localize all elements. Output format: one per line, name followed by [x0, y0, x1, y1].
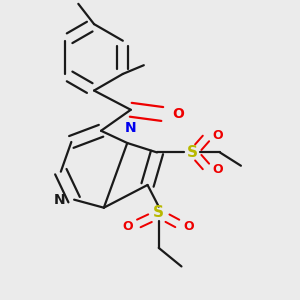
Text: O: O [184, 220, 194, 233]
Text: N: N [124, 121, 136, 135]
Text: O: O [212, 129, 223, 142]
Text: N: N [54, 193, 65, 207]
Text: S: S [153, 206, 164, 220]
Text: O: O [172, 107, 184, 121]
Text: O: O [122, 220, 133, 233]
Text: S: S [187, 145, 197, 160]
Text: O: O [212, 163, 223, 176]
